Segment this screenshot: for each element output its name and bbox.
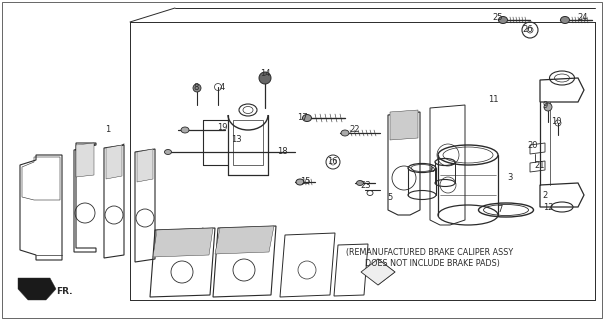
Ellipse shape (181, 127, 189, 133)
Ellipse shape (356, 180, 364, 186)
Bar (233, 120, 263, 165)
Polygon shape (215, 226, 274, 254)
Text: 26: 26 (522, 26, 533, 35)
Text: 20: 20 (528, 140, 538, 149)
Text: 11: 11 (488, 95, 498, 105)
Text: 12: 12 (543, 204, 553, 212)
Text: 15: 15 (300, 178, 310, 187)
Polygon shape (390, 110, 418, 140)
Ellipse shape (498, 17, 507, 23)
Text: FR.: FR. (56, 287, 72, 297)
Ellipse shape (164, 149, 172, 155)
Text: 5: 5 (387, 194, 393, 203)
Polygon shape (106, 145, 122, 179)
Text: 22: 22 (350, 125, 360, 134)
Text: 16: 16 (327, 157, 337, 166)
Text: 10: 10 (551, 117, 561, 126)
Text: 17: 17 (297, 114, 307, 123)
Text: 14: 14 (260, 69, 270, 78)
Ellipse shape (303, 115, 312, 122)
Polygon shape (361, 259, 395, 285)
Text: 7: 7 (497, 205, 503, 214)
Text: 19: 19 (217, 123, 227, 132)
Polygon shape (153, 228, 213, 257)
Text: 23: 23 (361, 180, 371, 189)
Text: 4: 4 (219, 83, 225, 92)
Ellipse shape (341, 130, 349, 136)
Text: 8: 8 (193, 83, 199, 92)
Text: 25: 25 (493, 13, 503, 22)
Text: 9: 9 (542, 100, 548, 109)
Circle shape (193, 84, 201, 92)
Circle shape (544, 103, 552, 111)
Ellipse shape (561, 17, 570, 23)
Text: 2: 2 (542, 190, 548, 199)
Text: 1: 1 (105, 125, 111, 134)
Text: 24: 24 (578, 13, 588, 22)
Text: 21: 21 (535, 161, 545, 170)
Polygon shape (18, 278, 56, 300)
Text: 18: 18 (277, 148, 288, 156)
Polygon shape (137, 149, 153, 182)
Ellipse shape (296, 179, 304, 185)
Text: 6: 6 (429, 165, 435, 174)
Circle shape (259, 72, 271, 84)
Text: 3: 3 (507, 173, 513, 182)
Text: 13: 13 (231, 135, 242, 145)
Polygon shape (76, 143, 94, 177)
Text: (REMANUFACTURED BRAKE CALIPER ASSY
  DOES NOT INCLUDE BRAKE PADS): (REMANUFACTURED BRAKE CALIPER ASSY DOES … (347, 248, 513, 268)
